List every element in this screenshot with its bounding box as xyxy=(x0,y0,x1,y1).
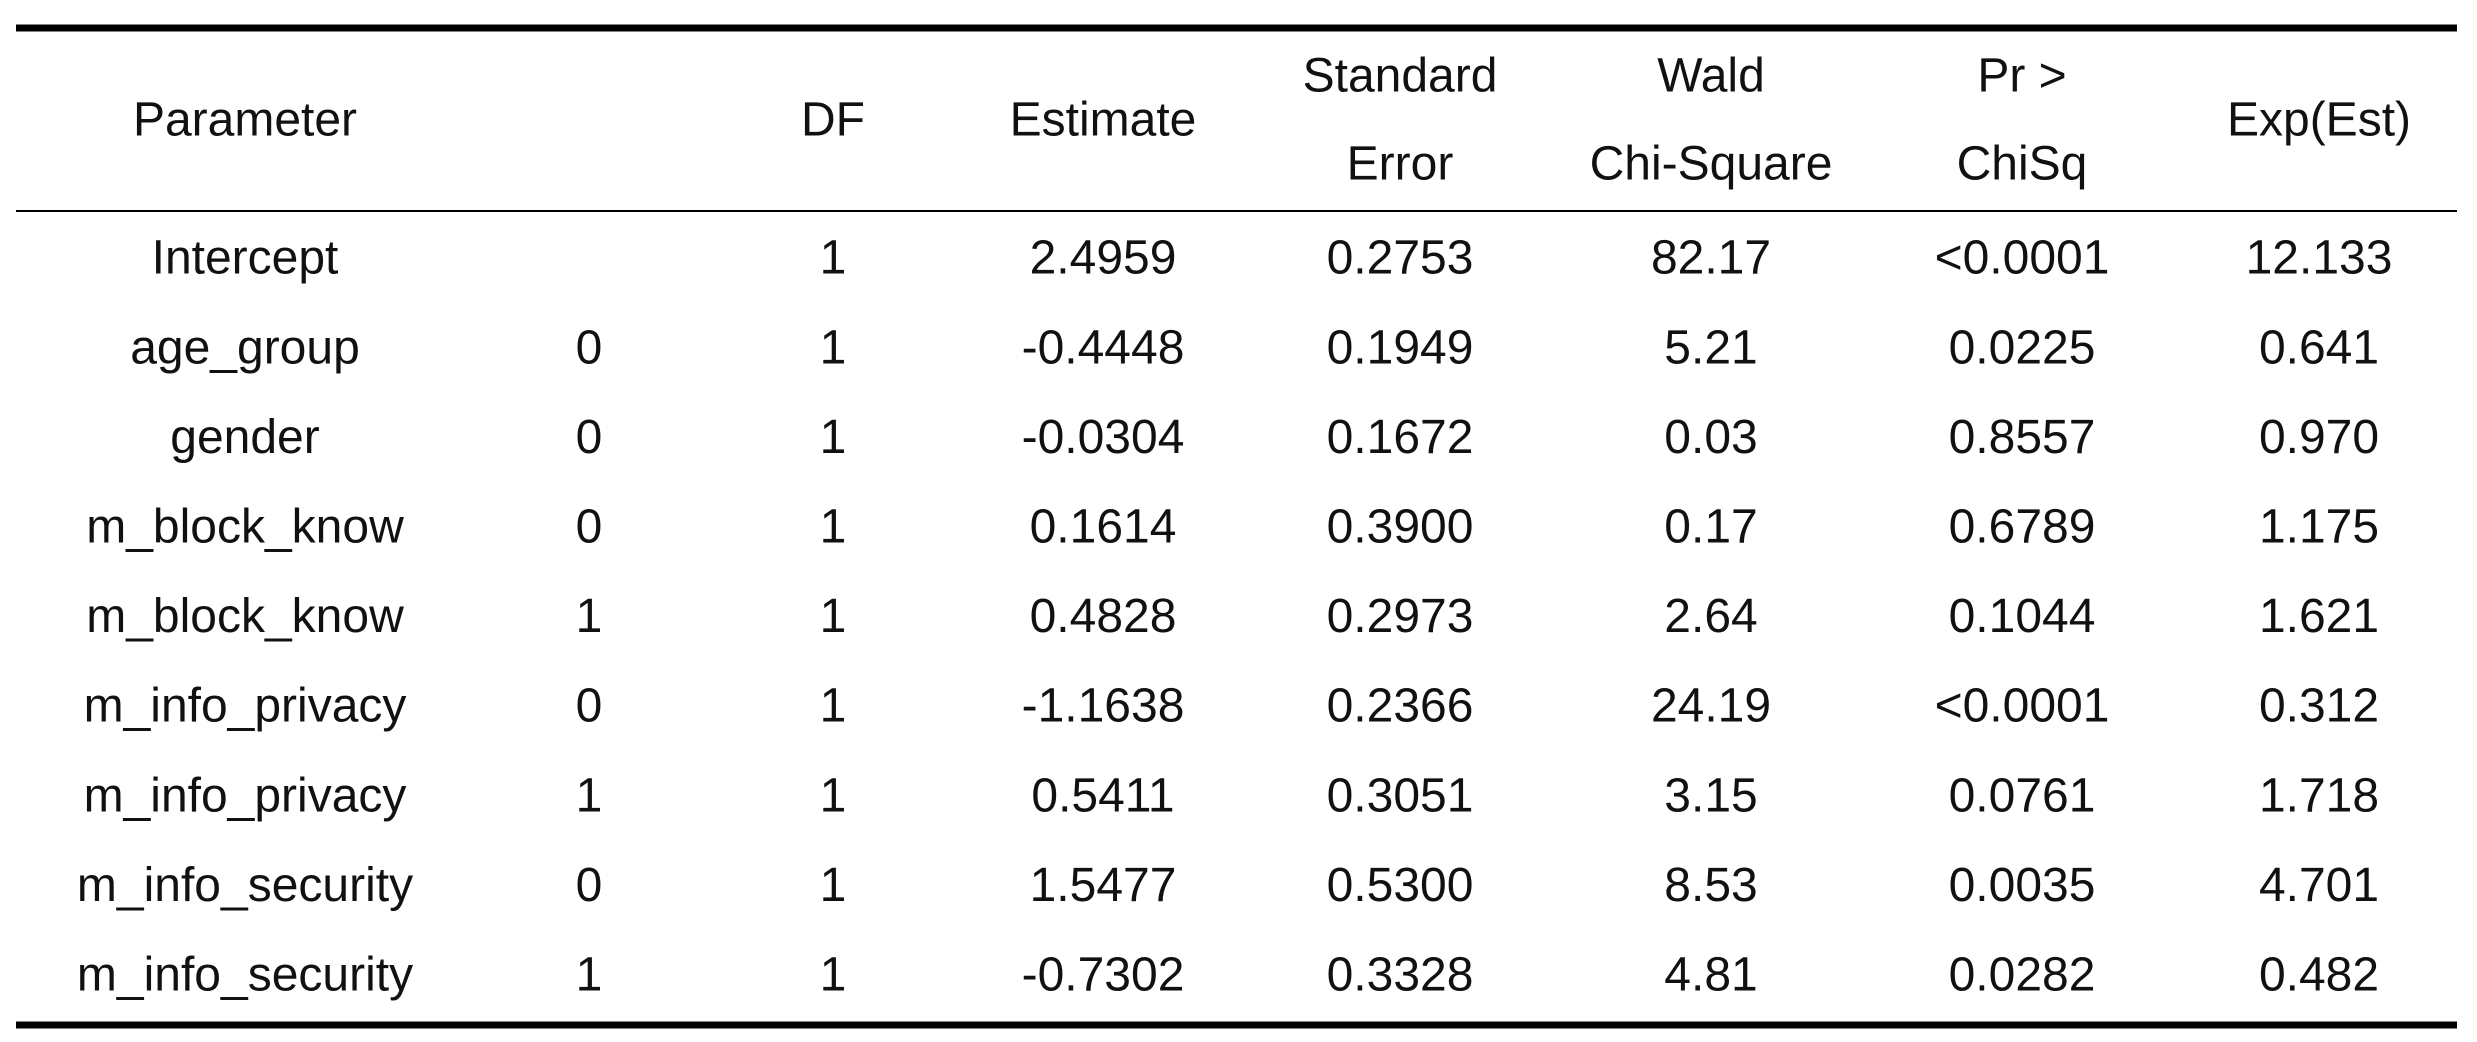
table-cell: m_info_security xyxy=(77,948,413,1001)
table-cell: 0.4828 xyxy=(1030,590,1177,643)
table-cell: 0.5300 xyxy=(1327,859,1474,912)
table-cell: -0.7302 xyxy=(1022,948,1185,1001)
table-cell: 1 xyxy=(576,590,603,643)
table-cell: 0.0225 xyxy=(1949,321,2096,374)
table-cell: 1.718 xyxy=(2259,769,2379,822)
table-cell: 12.133 xyxy=(2246,232,2393,285)
header-cell: Parameter xyxy=(133,94,357,147)
table-cell: 1.621 xyxy=(2259,590,2379,643)
table-cell: 0.03 xyxy=(1664,411,1757,464)
table-cell: m_block_know xyxy=(86,590,404,643)
table-cell: 0.3900 xyxy=(1327,500,1474,553)
table-cell: 1 xyxy=(820,948,847,1001)
header-cell: Standard xyxy=(1303,50,1498,103)
table-cell: <0.0001 xyxy=(1935,232,2110,285)
table-cell: Intercept xyxy=(152,232,339,285)
table-cell: 3.15 xyxy=(1664,769,1757,822)
table-cell: age_group xyxy=(130,321,360,374)
table-cell: 1 xyxy=(820,680,847,733)
table-cell: 0.2753 xyxy=(1327,232,1474,285)
table-cell: -0.4448 xyxy=(1022,321,1185,374)
table-cell: 0.6789 xyxy=(1949,500,2096,553)
table-cell: -0.0304 xyxy=(1022,411,1185,464)
table-cell: 4.81 xyxy=(1664,948,1757,1001)
table-cell: 8.53 xyxy=(1664,859,1757,912)
table-cell: 1 xyxy=(820,859,847,912)
header-cell: DF xyxy=(801,94,865,147)
header-cell: Chi-Square xyxy=(1590,138,1833,191)
table-cell: 0.8557 xyxy=(1949,411,2096,464)
table-cell: 1 xyxy=(820,769,847,822)
table-cell: 0.1614 xyxy=(1030,500,1177,553)
table-cell: 24.19 xyxy=(1651,680,1771,733)
table-cell: 0.312 xyxy=(2259,680,2379,733)
table-cell: 0.641 xyxy=(2259,321,2379,374)
table-cell: 0.0035 xyxy=(1949,859,2096,912)
table-cell: 0.2366 xyxy=(1327,680,1474,733)
header-cell: Exp(Est) xyxy=(2227,94,2411,147)
table-cell: 1 xyxy=(576,948,603,1001)
table-cell: 0.970 xyxy=(2259,411,2379,464)
table-cell: 0 xyxy=(576,859,603,912)
header-cell: Estimate xyxy=(1010,94,1197,147)
table-cell: -1.1638 xyxy=(1022,680,1185,733)
table-cell: 0 xyxy=(576,411,603,464)
table-cell: 0.17 xyxy=(1664,500,1757,553)
table-cell: 5.21 xyxy=(1664,321,1757,374)
table-cell: 0.2973 xyxy=(1327,590,1474,643)
table-cell: 1 xyxy=(820,411,847,464)
table-cell: gender xyxy=(170,411,319,464)
header-cell: Pr > xyxy=(1977,50,2066,103)
table-cell: m_info_privacy xyxy=(84,680,407,733)
table-cell: m_info_security xyxy=(77,859,413,912)
table-cell: 0.482 xyxy=(2259,948,2379,1001)
table-cell: 1 xyxy=(820,232,847,285)
table-cell: 1 xyxy=(576,769,603,822)
table-cell: 1 xyxy=(820,321,847,374)
table-cell: 0 xyxy=(576,500,603,553)
table-cell: 0.0282 xyxy=(1949,948,2096,1001)
table-cell: 82.17 xyxy=(1651,232,1771,285)
table-cell: 1.175 xyxy=(2259,500,2379,553)
table-cell: 0.0761 xyxy=(1949,769,2096,822)
table-cell: 0.5411 xyxy=(1031,769,1174,822)
table-cell: 0.3328 xyxy=(1327,948,1474,1001)
table-cell: 0 xyxy=(576,680,603,733)
table-cell: m_info_privacy xyxy=(84,769,407,822)
table-cell: m_block_know xyxy=(86,500,404,553)
table-cell: 2.64 xyxy=(1664,590,1757,643)
table-cell: 1 xyxy=(820,500,847,553)
table-cell: 1 xyxy=(820,590,847,643)
header-cell: Wald xyxy=(1657,50,1765,103)
table-cell: 0.1949 xyxy=(1327,321,1474,374)
table-cell: 0.1672 xyxy=(1327,411,1474,464)
table-cell: 2.4959 xyxy=(1030,232,1177,285)
table-cell: 1.5477 xyxy=(1030,859,1177,912)
table-cell: 4.701 xyxy=(2259,859,2379,912)
table-cell: <0.0001 xyxy=(1935,680,2110,733)
header-cell: Error xyxy=(1347,138,1454,191)
table-cell: 0.1044 xyxy=(1949,590,2096,643)
header-cell: ChiSq xyxy=(1957,138,2088,191)
table-cell: 0 xyxy=(576,321,603,374)
table-cell: 0.3051 xyxy=(1327,769,1474,822)
